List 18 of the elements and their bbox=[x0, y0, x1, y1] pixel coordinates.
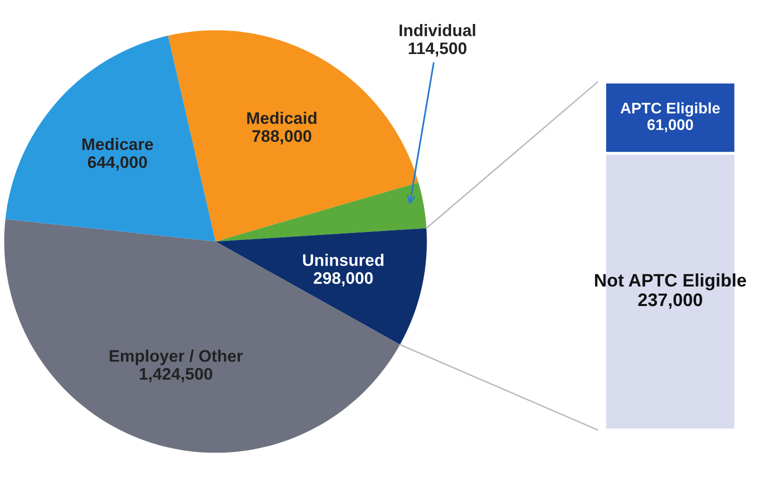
data-label: 114,500 bbox=[408, 42, 466, 57]
series-label: APTC Eligible bbox=[620, 102, 720, 117]
slice-label: Employer / Other bbox=[110, 350, 243, 366]
pie-slice bbox=[5, 36, 216, 242]
data-label: 1,424,500 bbox=[140, 368, 212, 382]
series-label: Not APTC Eligible bbox=[595, 273, 746, 290]
data-label: 61,000 bbox=[647, 119, 693, 132]
slice-label: Individual bbox=[400, 24, 476, 36]
slice-label: Medicaid bbox=[247, 112, 316, 124]
data-label: 298,000 bbox=[314, 272, 373, 286]
pie-slice bbox=[216, 182, 426, 242]
data-label: 237,000 bbox=[638, 293, 702, 309]
pie-slice bbox=[4, 219, 400, 453]
slice-label: Uninsured bbox=[303, 254, 384, 266]
data-label: 644,000 bbox=[88, 156, 147, 170]
slice-label: Medicare bbox=[82, 138, 154, 150]
data-label: 788,000 bbox=[252, 130, 312, 144]
pie-slice bbox=[216, 228, 427, 345]
